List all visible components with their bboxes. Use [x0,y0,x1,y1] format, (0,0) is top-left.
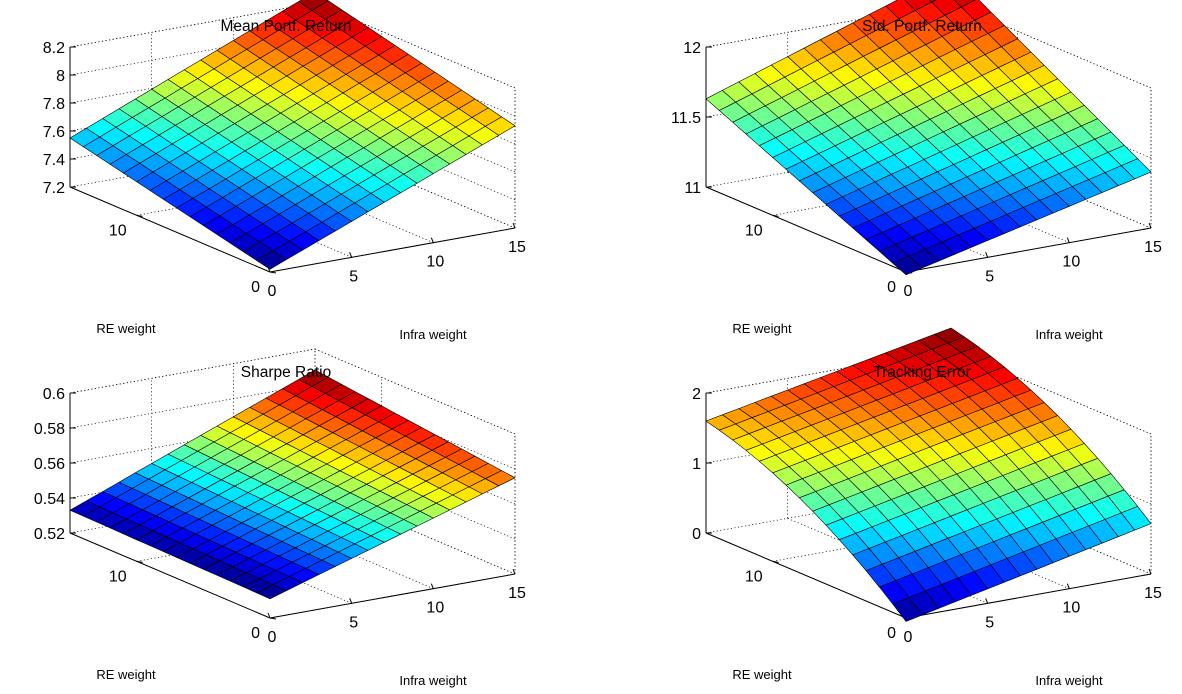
z-tick-label: 0 [692,526,701,543]
y-tick-label: 10 [745,568,763,585]
chart-title: Std. Portf. Return [862,18,982,35]
z-tick-label: 0.54 [34,491,65,508]
y-tick-label: 10 [745,222,763,239]
z-tick-label: 7.6 [43,124,65,141]
chart-panel-3: 0.52 0.54 0.56 0.58 0.6 0 5 10 15 0 10 Sharpe Ratio… [34,348,526,688]
y-axis-label: RE weight [96,321,156,336]
z-tick-label: 0.52 [34,526,65,543]
x-tick-label: 0 [268,283,277,300]
x-tick-label: 15 [508,585,526,602]
x-tick-label: 5 [349,614,358,631]
chart-panel-1: 7.2 7.4 7.6 7.8 8 8.2 0 5 10 15 0 10 Mean Portf. Ret… [43,0,526,342]
surface [705,0,1152,276]
z-tick-label: 1 [692,456,701,473]
y-axis-label: RE weight [732,321,792,336]
z-tick-label: 0.58 [34,421,65,438]
surface-cell [892,597,923,622]
tick-labels: 7.2 7.4 7.6 7.8 8 8.2 0 5 10 15 0 10 [43,40,526,300]
x-tick-label: 0 [268,629,277,646]
z-tick-label: 0.6 [43,386,65,403]
tick-labels: 0.52 0.54 0.56 0.58 0.6 0 5 10 15 0 10 [34,386,526,646]
chart-panel-2: 11 11.5 12 0 5 10 15 0 10 Std. Portf. Return Infra… [671,0,1162,342]
y-tick-label: 0 [887,625,896,642]
z-tick-label: 11.5 [671,110,701,127]
x-axis-label: Infra weight [1035,673,1103,688]
surface [69,0,516,270]
tick-labels: 0 1 2 0 5 10 15 0 10 [692,386,1162,646]
x-tick-label: 15 [1144,239,1162,256]
chart-title: Tracking Error [873,364,971,381]
y-tick-label: 0 [887,279,896,296]
z-tick-label: 8.2 [43,40,65,57]
y-tick-label: 0 [251,279,260,296]
x-tick-label: 10 [1062,254,1080,271]
z-tick-label: 7.2 [43,180,65,197]
x-tick-label: 0 [904,629,913,646]
surface [69,369,516,600]
z-tick-label: 12 [683,40,701,57]
x-tick-label: 15 [508,239,526,256]
x-tick-label: 5 [985,268,994,285]
chart-title: Sharpe Ratio [241,364,331,381]
x-axis-label: Infra weight [399,673,467,688]
tick-labels: 11 11.5 12 0 5 10 15 0 10 [671,40,1162,300]
x-tick-label: 10 [426,600,444,617]
z-tick-label: 7.4 [43,152,65,169]
x-axis-label: Infra weight [399,327,467,342]
y-tick-label: 0 [251,625,260,642]
x-tick-label: 5 [985,614,994,631]
chart-title: Mean Portf. Return [221,18,352,35]
z-tick-label: 11 [684,180,701,197]
surface-cell [892,255,923,276]
y-axis-label: RE weight [732,667,792,682]
x-tick-label: 5 [349,268,358,285]
x-tick-label: 15 [1144,585,1162,602]
y-tick-label: 10 [109,568,127,585]
x-tick-label: 10 [1062,600,1080,617]
y-axis-label: RE weight [96,667,156,682]
surface-cell [256,250,287,270]
x-tick-label: 10 [426,254,444,271]
chart-panel-4: 0 1 2 0 5 10 15 0 10 Tracking Error Infra weight RE… [692,327,1162,688]
z-tick-label: 2 [692,386,701,403]
surface-cell [256,584,287,600]
z-tick-label: 7.8 [43,96,65,113]
x-tick-label: 0 [904,283,913,300]
x-axis-label: Infra weight [1035,327,1103,342]
z-tick-label: 0.56 [34,456,65,473]
z-tick-label: 8 [56,68,65,85]
surface [705,327,1152,622]
y-tick-label: 10 [109,222,127,239]
